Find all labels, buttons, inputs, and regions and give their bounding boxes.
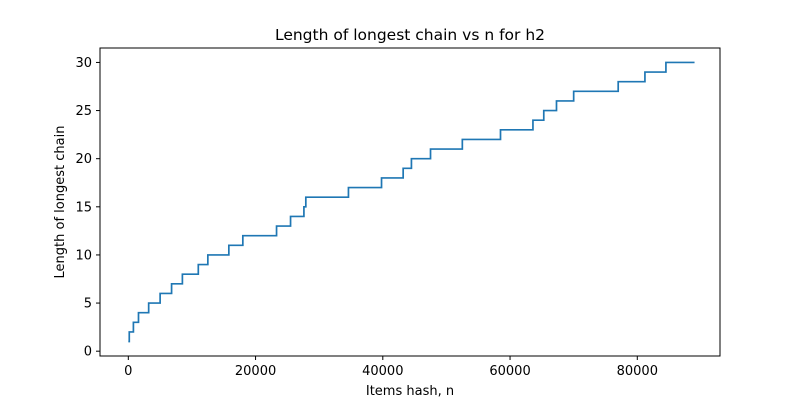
y-tick-label: 25 [75, 104, 92, 119]
plot-frame [99, 47, 721, 357]
y-axis-ticks: 0 5 10 15 20 25 30 [75, 56, 100, 360]
y-axis-label: Length of longest chain [53, 126, 68, 279]
y-tick-label: 0 [84, 345, 92, 360]
x-tick-label: 40000 [362, 364, 403, 379]
x-tick-label: 20000 [235, 364, 276, 379]
x-axis-ticks: 0 20000 40000 60000 80000 [124, 356, 658, 379]
x-tick-label: 60000 [489, 364, 530, 379]
chart-title: Length of longest chain vs n for h2 [275, 26, 545, 44]
x-tick-label: 0 [124, 364, 132, 379]
y-tick-label: 20 [75, 152, 92, 167]
y-tick-label: 10 [75, 248, 92, 263]
series-line-0 [128, 61, 695, 343]
x-axis-label: Items hash, n [366, 384, 454, 399]
y-tick-label: 5 [84, 297, 92, 312]
y-tick-label: 15 [75, 200, 92, 215]
y-tick-label: 30 [75, 56, 92, 71]
plot-area [128, 61, 695, 343]
x-tick-label: 80000 [617, 364, 658, 379]
